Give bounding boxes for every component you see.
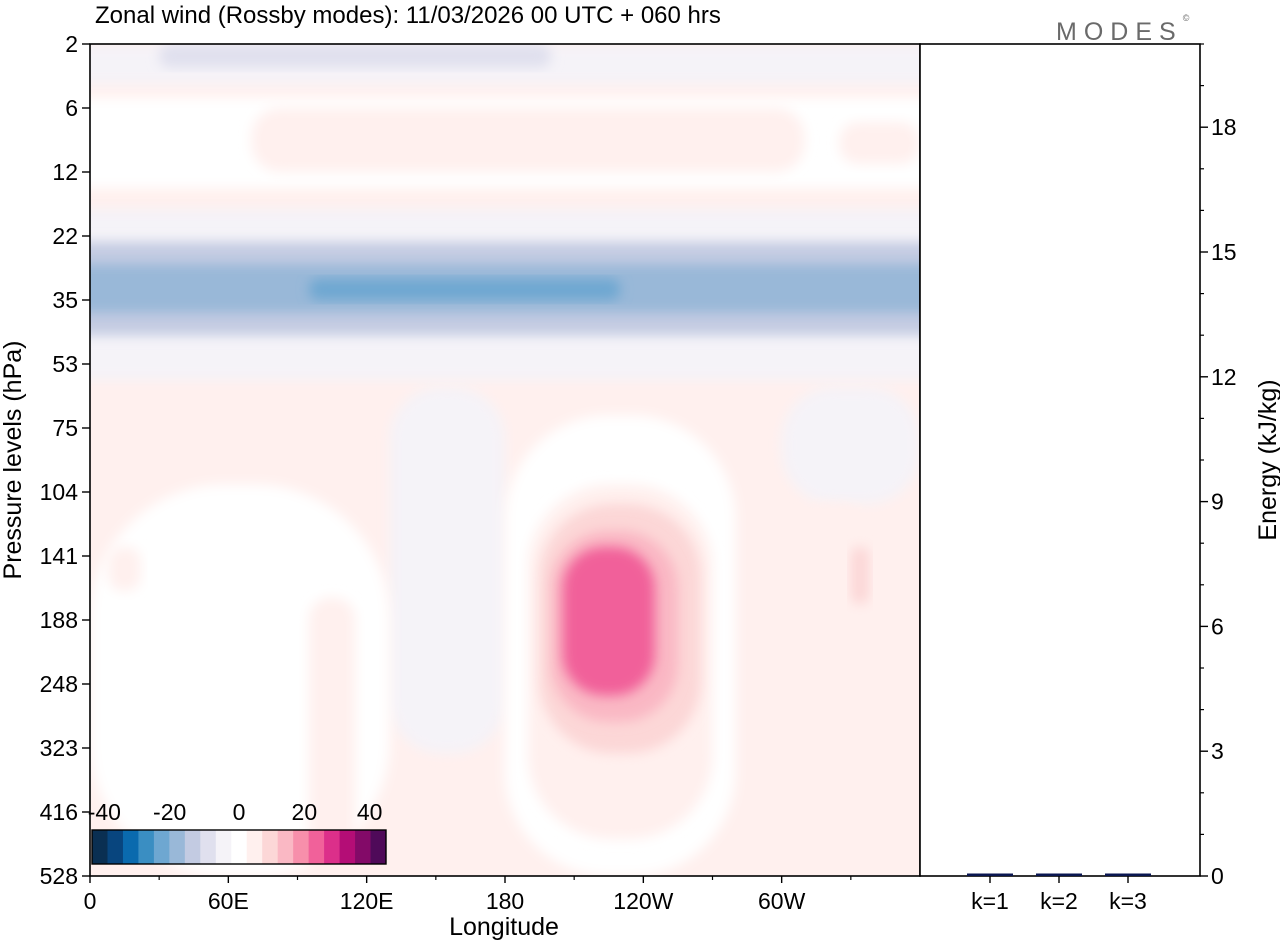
pressure-tick-label: 248 [40, 671, 78, 697]
wavenumber-tick-label: k=2 [1040, 888, 1078, 914]
pressure-tick-label: 141 [40, 543, 78, 569]
pressure-tick-label: 6 [65, 95, 78, 121]
pressure-tick-label: 416 [40, 799, 78, 825]
pressure-tick-label: 323 [40, 735, 78, 761]
pressure-tick-label: 188 [40, 607, 78, 633]
colorbar-swatch [355, 830, 371, 864]
colorbar-tick-label: -40 [88, 799, 121, 825]
contour-region-11 [781, 386, 920, 504]
colorbar-tick-label: -20 [153, 799, 186, 825]
energy-axis-label: Energy (kJ/kg) [1254, 379, 1280, 540]
contour-region-9 [309, 278, 621, 300]
energy-tick-label: 0 [1211, 863, 1224, 889]
energy-bar-k=2 [1036, 873, 1082, 876]
longitude-axis: 0 60E 120E 180 120W 60W [84, 876, 852, 914]
contour-region-20 [850, 546, 870, 605]
contour-fields [90, 44, 920, 876]
pressure-tick-label: 2 [65, 31, 78, 57]
brand-name: MODES [1056, 18, 1183, 46]
contour-region-2 [159, 44, 552, 68]
colorbar-swatch [200, 830, 217, 864]
contour-region-4 [251, 108, 805, 172]
energy-panel-frame [919, 43, 1201, 877]
colorbar-swatch [262, 830, 279, 864]
contour-region-22 [108, 546, 141, 591]
colorbar-tick-label: 20 [292, 799, 318, 825]
longitude-tick-label: 120E [340, 888, 394, 914]
colorbar-swatch [246, 830, 263, 864]
colorbar-tick-label: 40 [357, 799, 383, 825]
contour-region-17 [562, 546, 655, 696]
contour-region-18 [309, 597, 356, 876]
colorbar-swatch [184, 830, 201, 864]
pressure-tick-label: 53 [52, 351, 78, 377]
energy-tick-label: 15 [1211, 239, 1237, 265]
contour-region-21 [763, 745, 817, 834]
brand-mark: © [1182, 12, 1190, 23]
pressure-tick-label: 35 [52, 287, 78, 313]
colorbar-swatch [169, 830, 186, 864]
colorbar-swatch [122, 830, 139, 864]
longitude-tick-label: 60E [208, 888, 249, 914]
wavenumber-tick-label: k=3 [1109, 888, 1147, 914]
pressure-tick-label: 528 [40, 863, 78, 889]
wavenumber-tick-label: k=1 [971, 888, 1009, 914]
longitude-tick-label: 120W [613, 888, 673, 914]
colorbar-swatch [308, 830, 325, 864]
contour-region-5 [839, 122, 920, 164]
pressure-axis: 2 6 12 22 35 53 75 104 141 188 248 323 416 528 [40, 31, 90, 889]
colorbar-frame [91, 829, 387, 865]
colorbar-swatch [277, 830, 294, 864]
colorbar-swatch [153, 830, 170, 864]
energy-tick-label: 18 [1211, 114, 1237, 140]
colorbar-swatch [324, 830, 340, 864]
pressure-tick-label: 22 [52, 223, 78, 249]
modes-brand: MODES© [1056, 13, 1189, 47]
colorbar: -40 -20 0 20 40 [88, 799, 387, 865]
pressure-tick-label: 75 [52, 415, 78, 441]
pressure-tick-label: 104 [40, 479, 79, 505]
energy-tick-label: 6 [1211, 613, 1224, 639]
y-axis-label: Pressure levels (hPa) [0, 341, 27, 580]
longitude-tick-label: 0 [84, 888, 97, 914]
pressure-tick-label: 12 [52, 159, 78, 185]
colorbar-swatch [107, 830, 124, 864]
energy-tick-label: 12 [1211, 364, 1237, 390]
contour-region-10 [389, 386, 505, 754]
energy-tick-label: 9 [1211, 489, 1224, 515]
x-axis-label: Longitude [449, 913, 559, 941]
longitude-tick-label: 60W [758, 888, 806, 914]
colorbar-swatch [138, 830, 155, 864]
energy-bar-k=1 [967, 873, 1013, 876]
wavenumber-axis: k=1 k=2 k=3 [971, 876, 1147, 914]
colorbar-swatch [231, 830, 248, 864]
energy-axis: 0 3 6 9 12 15 18 [1200, 43, 1237, 889]
colorbar-swatch [370, 830, 387, 864]
longitude-tick-label: 180 [486, 888, 524, 914]
colorbar-swatch [339, 830, 356, 864]
energy-tick-label: 3 [1211, 738, 1224, 764]
colorbar-swatch [92, 830, 108, 864]
colorbar-swatch [293, 830, 310, 864]
energy-bars [967, 873, 1151, 876]
energy-bar-k=3 [1105, 873, 1151, 876]
chart-title: Zonal wind (Rossby modes): 11/03/2026 00… [95, 2, 721, 29]
colorbar-tick-label: 0 [233, 799, 246, 825]
colorbar-swatch [215, 830, 232, 864]
